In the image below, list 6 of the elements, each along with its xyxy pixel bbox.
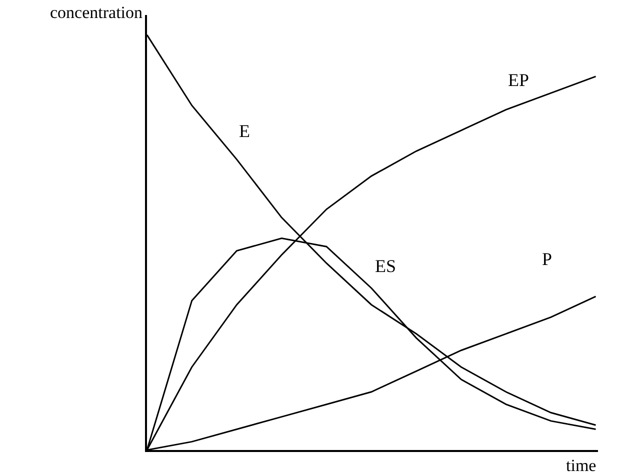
series-label: E	[239, 121, 250, 141]
x-axis-title: time	[566, 456, 596, 475]
series-label: EP	[508, 70, 530, 90]
y-axis-title: concentration	[50, 3, 144, 22]
text: P	[542, 249, 552, 269]
series-label: ES	[375, 256, 396, 276]
